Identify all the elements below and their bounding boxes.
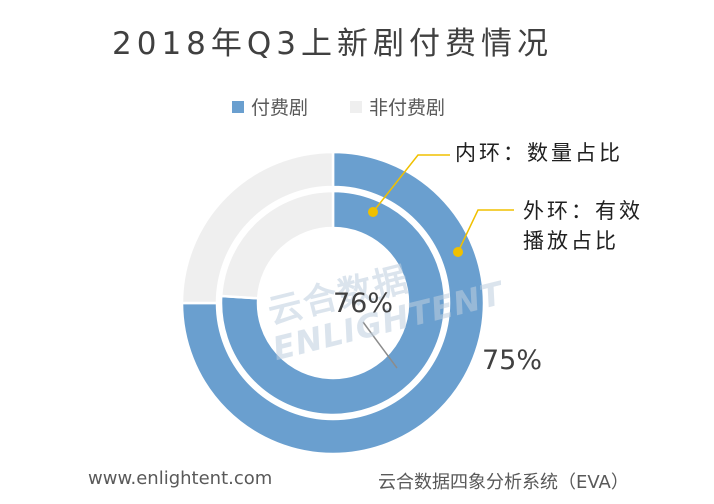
legend-label-paid: 付费剧 <box>251 97 309 119</box>
outer-ring-unpaid-slice <box>180 150 335 305</box>
chart-title: 2018年Q3上新剧付费情况 <box>112 26 554 62</box>
legend-item-unpaid: 非付费剧 <box>350 93 445 120</box>
annotation-inner-leader-line <box>372 154 450 213</box>
inner-ring-unpaid-slice <box>219 189 335 300</box>
annotation-inner-marker <box>368 207 378 217</box>
inner-ring-paid-slice <box>219 189 447 417</box>
legend-swatch-unpaid <box>350 100 363 113</box>
annotation-outer-leader-line <box>457 209 514 253</box>
legend: 付费剧 非付费剧 <box>232 93 487 120</box>
annotation-outer-line1: 外环：有效 <box>523 199 643 223</box>
annotation-inner: 内环：数量占比 <box>455 141 623 165</box>
annotation-outer-marker <box>453 247 463 257</box>
outer-ring-value-label: 75% <box>482 345 543 376</box>
legend-item-paid: 付费剧 <box>232 93 308 120</box>
footer-source: 云合数据四象分析系统（EVA） <box>378 472 629 493</box>
legend-label-unpaid: 非付费剧 <box>369 97 446 119</box>
footer-website: www.enlightent.com <box>88 468 273 489</box>
inner-label-leader-line <box>362 321 398 369</box>
outer-ring-paid-slice <box>180 150 486 456</box>
inner-ring-value-label: 76% <box>333 288 394 319</box>
legend-swatch-paid <box>232 100 244 113</box>
annotation-outer-line2: 播放占比 <box>523 229 619 253</box>
